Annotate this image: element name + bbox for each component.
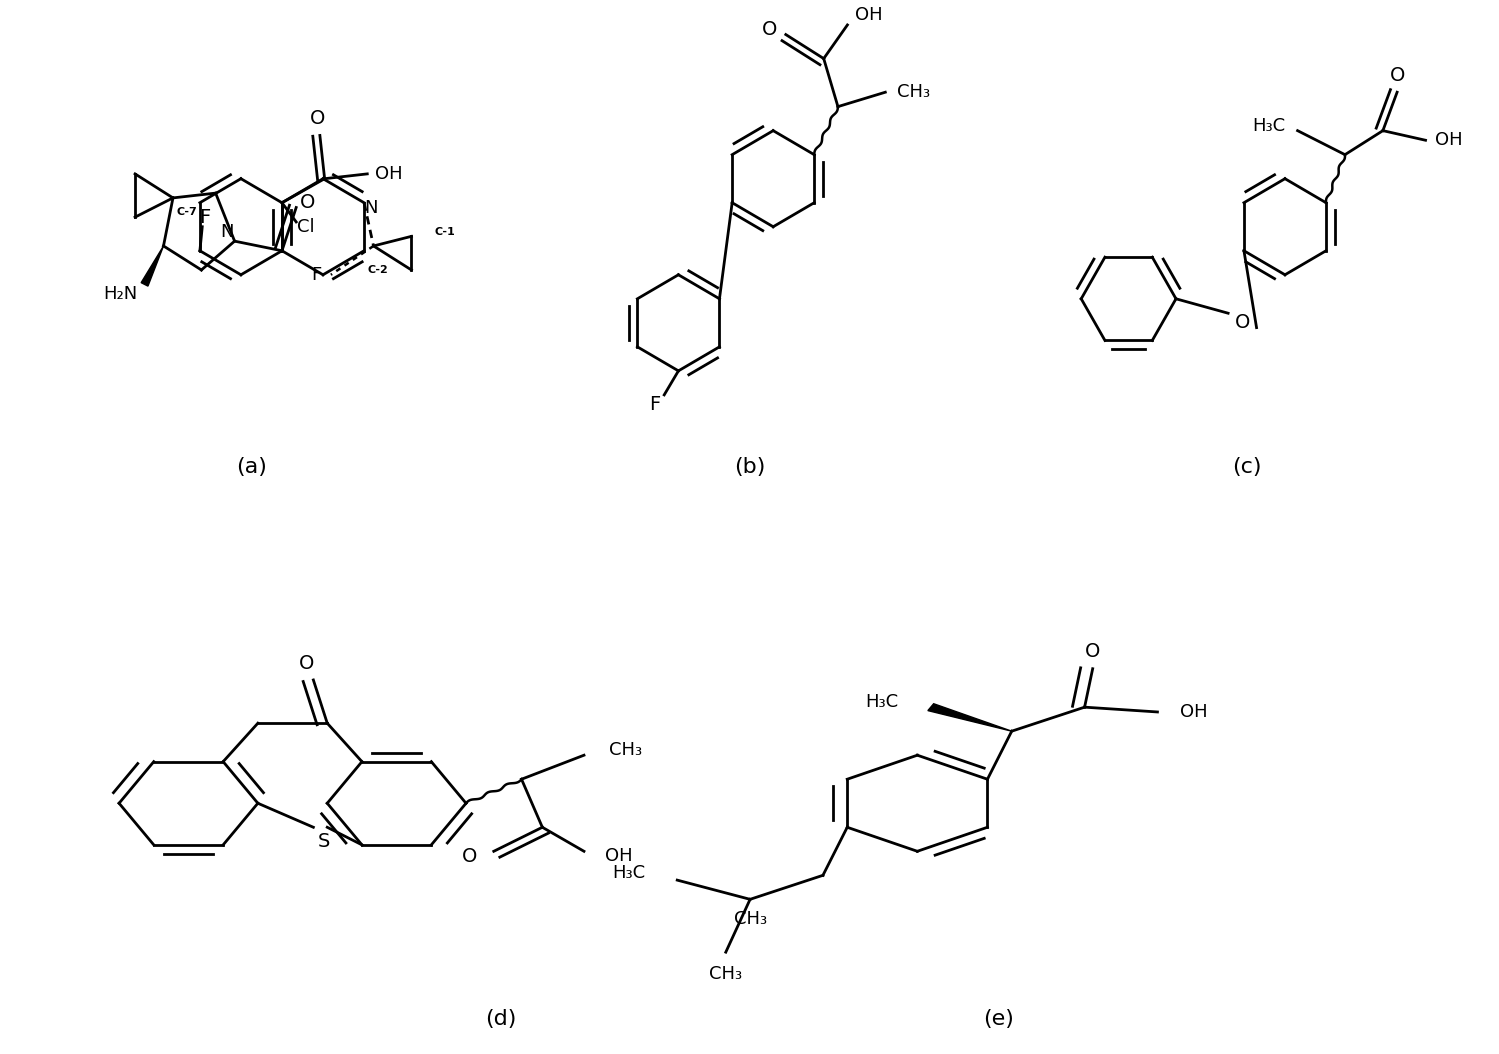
Text: H₃C: H₃C xyxy=(612,864,645,882)
Text: C-2: C-2 xyxy=(367,265,388,275)
Text: OH: OH xyxy=(854,6,883,24)
Text: O: O xyxy=(298,653,315,672)
Polygon shape xyxy=(141,246,163,286)
Text: N: N xyxy=(220,222,234,240)
Text: H₃C: H₃C xyxy=(1253,117,1286,135)
Text: O: O xyxy=(1390,66,1405,85)
Text: S: S xyxy=(318,833,330,852)
Text: CH₃: CH₃ xyxy=(609,741,642,759)
Text: Cl: Cl xyxy=(297,218,315,236)
Text: C-7: C-7 xyxy=(177,208,198,217)
Text: H₂N: H₂N xyxy=(103,285,138,302)
Text: CH₃: CH₃ xyxy=(709,964,742,982)
Text: CH₃: CH₃ xyxy=(733,910,766,928)
Text: CH₃: CH₃ xyxy=(898,83,931,101)
Text: O: O xyxy=(462,846,477,865)
Text: F: F xyxy=(199,208,210,227)
Text: (b): (b) xyxy=(735,457,764,477)
Text: F: F xyxy=(312,266,322,284)
Text: C-1: C-1 xyxy=(435,227,456,236)
Text: O: O xyxy=(310,110,325,129)
Text: (a): (a) xyxy=(237,457,267,477)
Text: (d): (d) xyxy=(486,1010,516,1030)
Text: (c): (c) xyxy=(1232,457,1262,477)
Text: O: O xyxy=(1235,313,1250,332)
Text: H₃C: H₃C xyxy=(865,694,899,711)
Text: OH: OH xyxy=(375,164,402,183)
Text: (e): (e) xyxy=(983,1010,1013,1030)
Text: OH: OH xyxy=(606,847,633,865)
Text: O: O xyxy=(300,193,316,212)
Text: O: O xyxy=(1085,642,1100,662)
Text: OH: OH xyxy=(1436,132,1463,150)
Text: O: O xyxy=(761,20,776,39)
Text: F: F xyxy=(649,395,661,414)
Text: OH: OH xyxy=(1180,703,1208,721)
Polygon shape xyxy=(928,704,1012,731)
Text: N: N xyxy=(364,198,378,216)
